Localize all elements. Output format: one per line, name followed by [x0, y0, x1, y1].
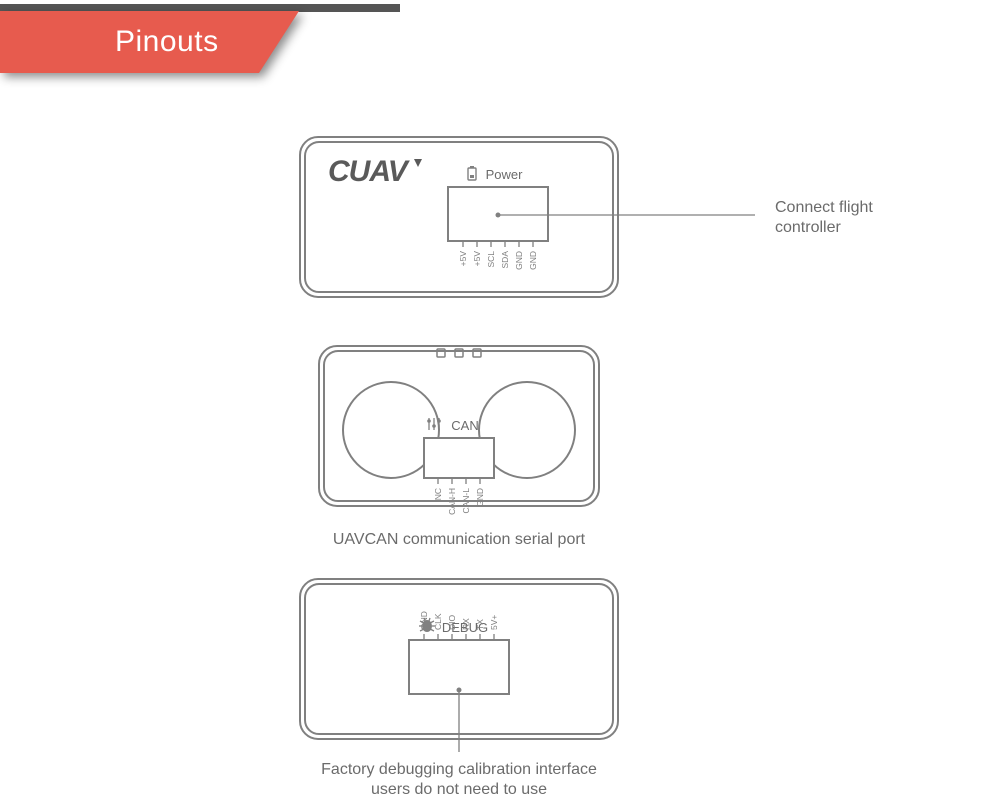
- header: Pinouts: [0, 0, 1000, 85]
- connector-notch: [448, 187, 548, 241]
- pin-label: GND: [475, 488, 485, 507]
- port-label: Power: [486, 167, 524, 182]
- pin-label: GND: [514, 251, 524, 270]
- module-can: CAN NC CAN-H CAN-L GND: [319, 346, 599, 515]
- pin-label: +5V: [458, 251, 468, 267]
- pin-label: CAN-H: [447, 488, 457, 515]
- pin-label: GND: [528, 251, 538, 270]
- diagram-canvas: CUAVPower+5V+5VSCLSDAGNDGNDCANNCCAN-HCAN…: [0, 0, 1000, 785]
- port-label: CAN: [451, 418, 478, 433]
- pin-label: DIO: [447, 615, 457, 631]
- pin-label: 5V+: [489, 615, 499, 630]
- pin-label: CAN-L: [461, 488, 471, 514]
- title-tab: Pinouts: [0, 11, 299, 73]
- title-tab-angle: [259, 11, 299, 73]
- bug-icon: [419, 618, 435, 632]
- sensor-circle: [343, 382, 439, 478]
- pin-label: TX: [475, 619, 485, 630]
- port-label: DEBUG: [442, 620, 488, 635]
- pin-label: RX: [461, 618, 471, 630]
- sensor-circle: [479, 382, 575, 478]
- pin-label: GND: [419, 611, 429, 630]
- pin-label: +5V: [472, 251, 482, 267]
- caption-can: UAVCAN communication serial port: [279, 530, 639, 550]
- pin-label: SCL: [486, 251, 496, 268]
- page-title: Pinouts: [115, 25, 219, 59]
- pin-label: SDA: [500, 251, 510, 269]
- brand-logo: CUAV: [328, 155, 422, 188]
- connector-notch: [409, 640, 509, 694]
- callout-label-power: Connect flightcontroller: [775, 198, 873, 238]
- pin-label: CLK: [433, 613, 443, 630]
- battery-icon: [468, 166, 476, 180]
- module-debug: DEBUG GND CLK DIO RX TX 5V+: [300, 579, 618, 752]
- sliders-icon: [427, 418, 441, 430]
- svg-text:CUAV: CUAV: [328, 155, 411, 188]
- module-power: CUAV Power +5V +5V SCL SDA GND GND: [300, 137, 755, 297]
- caption-debug: Factory debugging calibration interfaceu…: [279, 760, 639, 800]
- connector-notch: [424, 438, 494, 478]
- pin-label: NC: [433, 488, 443, 500]
